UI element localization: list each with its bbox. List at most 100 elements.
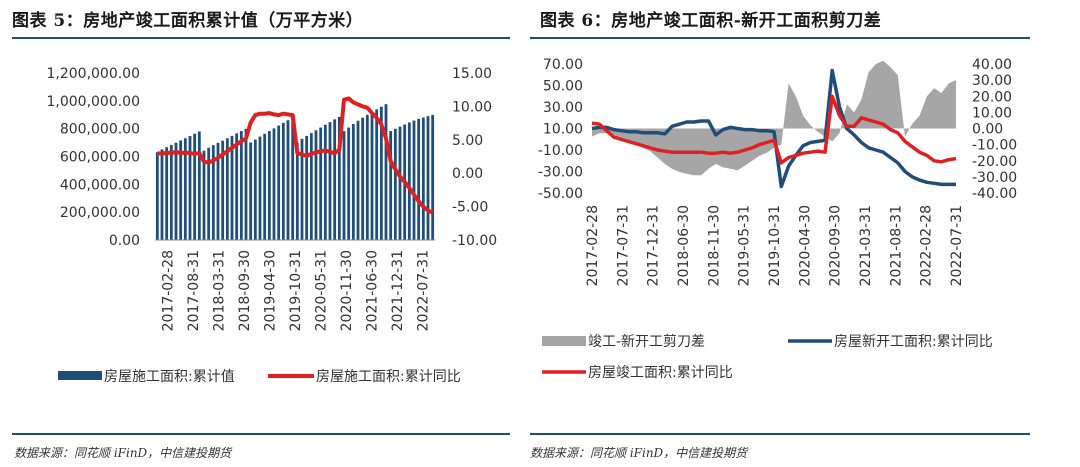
x-axis-tick-label: 2019-10-31 xyxy=(767,205,783,286)
data-source: 数据来源：同花顺 iFinD，中信建投期货 xyxy=(14,446,232,460)
x-axis-tick-label: 2021-06-30 xyxy=(364,250,380,331)
x-axis-tick-label: 2019-05-31 xyxy=(737,205,753,286)
bar xyxy=(337,116,341,240)
right-axis-tick-label: -30.00 xyxy=(972,170,1017,186)
bar xyxy=(291,117,295,240)
bar xyxy=(179,140,183,240)
bar xyxy=(277,125,281,240)
scissors-gap-chart: 70.00 50.00 30.00 10.00 -10.00 -30.00 -50.00 40… xyxy=(538,57,1017,381)
legend-label: 房屋施工面积:累计同比 xyxy=(316,369,461,385)
bar xyxy=(333,119,337,240)
bar xyxy=(197,131,201,240)
bar xyxy=(407,122,411,240)
right-axis-tick-label: -40.00 xyxy=(972,186,1017,202)
left-axis-tick-label: 400,000.00 xyxy=(60,177,140,193)
x-axis-tick-label: 2018-09-30 xyxy=(237,250,253,331)
bar xyxy=(155,152,159,240)
bar xyxy=(417,118,421,240)
chart-panel-left: 图表 5：房地产竣工面积累计值（万平方米） 1,200,000.00 1,000,… xyxy=(0,0,530,467)
bar xyxy=(267,131,271,240)
footer-rule xyxy=(530,433,1030,435)
bar xyxy=(323,124,327,240)
legend-label: 房屋竣工面积:累计同比 xyxy=(588,365,733,381)
x-axis-tick-label: 2020-05-31 xyxy=(314,250,330,331)
bar xyxy=(286,120,290,240)
bar xyxy=(244,128,248,240)
bar xyxy=(216,142,220,240)
x-axis-tick-label: 2018-11-30 xyxy=(706,205,722,286)
x-axis-tick-label: 2017-08-31 xyxy=(186,250,202,331)
bar xyxy=(309,133,313,240)
x-axis-tick-label: 2018-03-31 xyxy=(212,250,228,331)
right-axis-tick-label: -10.00 xyxy=(972,138,1017,154)
right-axis-tick-label: 0.00 xyxy=(972,122,1003,138)
bar xyxy=(165,147,169,240)
completed-area-chart: 1,200,000.00 1,000,000.00 800,000.00 600,00… xyxy=(46,66,497,385)
right-axis-tick-label: -10.00 xyxy=(452,233,497,249)
bar xyxy=(347,127,351,240)
x-axis-tick-label: 2017-02-28 xyxy=(161,250,177,331)
chart-title: 图表 5：房地产竣工面积累计值（万平方米） xyxy=(12,11,364,31)
bar xyxy=(202,150,206,240)
bar xyxy=(389,131,393,240)
left-axis-tick-label: -10.00 xyxy=(538,143,583,159)
bar xyxy=(188,136,192,240)
bar xyxy=(305,135,309,240)
right-axis-tick-label: -20.00 xyxy=(972,154,1017,170)
x-axis-tick-label: 2020-11-30 xyxy=(339,250,355,331)
bar xyxy=(169,144,173,240)
bar xyxy=(412,120,416,240)
left-axis-tick-label: 1,000,000.00 xyxy=(46,94,140,110)
bar xyxy=(174,142,178,240)
bar xyxy=(235,133,239,240)
right-axis-tick-label: 10.00 xyxy=(452,99,492,115)
bar xyxy=(356,120,360,240)
left-axis-tick-label: 200,000.00 xyxy=(60,205,140,221)
bar xyxy=(239,131,243,240)
series-line xyxy=(157,96,434,215)
x-axis-tick-label: 2022-07-31 xyxy=(415,250,431,331)
bar xyxy=(160,149,164,240)
left-axis-tick-label: -30.00 xyxy=(538,165,583,181)
bar xyxy=(249,142,253,240)
left-axis-tick-label: 600,000.00 xyxy=(60,150,140,166)
left-axis-tick-label: 10.00 xyxy=(543,122,583,138)
bar xyxy=(319,127,323,240)
x-axis-tick-label: 2020-04-30 xyxy=(797,205,813,286)
x-axis-tick-label: 2021-08-31 xyxy=(888,205,904,286)
chart-title: 图表 6：房地产竣工面积-新开工面积剪刀差 xyxy=(540,11,882,31)
right-axis-tick-label: 10.00 xyxy=(972,105,1012,121)
x-axis-tick-label: 2022-07-31 xyxy=(949,205,965,286)
x-axis-tick-label: 2022-02-28 xyxy=(919,205,935,286)
bar xyxy=(379,106,383,241)
x-axis-tick-label: 2021-03-31 xyxy=(858,205,874,286)
x-axis-tick-label: 2018-06-30 xyxy=(676,205,692,286)
left-axis-tick-label: 70.00 xyxy=(543,57,583,73)
footer-rule xyxy=(12,433,510,435)
left-axis-tick-label: 30.00 xyxy=(543,100,583,116)
chart-panel-right: 图表 6：房地产竣工面积-新开工面积剪刀差 70.00 50.00 30.00 10.… xyxy=(530,0,1080,467)
bar xyxy=(370,111,374,240)
left-axis-tick-label: 0.00 xyxy=(109,233,140,249)
bar xyxy=(263,133,267,240)
bar xyxy=(361,117,365,240)
data-source: 数据来源：同花顺 iFinD，中信建投期货 xyxy=(530,446,748,460)
title-rule xyxy=(12,37,510,39)
left-axis-tick-label: 50.00 xyxy=(543,79,583,95)
right-axis-tick-label: 40.00 xyxy=(972,57,1012,73)
right-axis-tick-label: 0.00 xyxy=(452,166,483,182)
bar xyxy=(328,122,332,240)
right-axis-tick-label: 15.00 xyxy=(452,66,492,82)
bar xyxy=(207,147,211,240)
x-axis-tick-label: 2017-12-31 xyxy=(646,205,662,286)
bar xyxy=(398,126,402,240)
left-axis-tick-label: 800,000.00 xyxy=(60,122,140,138)
bar xyxy=(375,109,379,240)
left-axis-tick-label: -50.00 xyxy=(538,186,583,202)
legend-swatch-bar xyxy=(58,371,102,380)
bar xyxy=(193,133,197,240)
x-axis-tick-label: 2017-02-28 xyxy=(585,205,601,286)
bar xyxy=(230,135,234,240)
right-axis-tick-label: 5.00 xyxy=(452,133,483,149)
title-rule xyxy=(530,37,1030,39)
